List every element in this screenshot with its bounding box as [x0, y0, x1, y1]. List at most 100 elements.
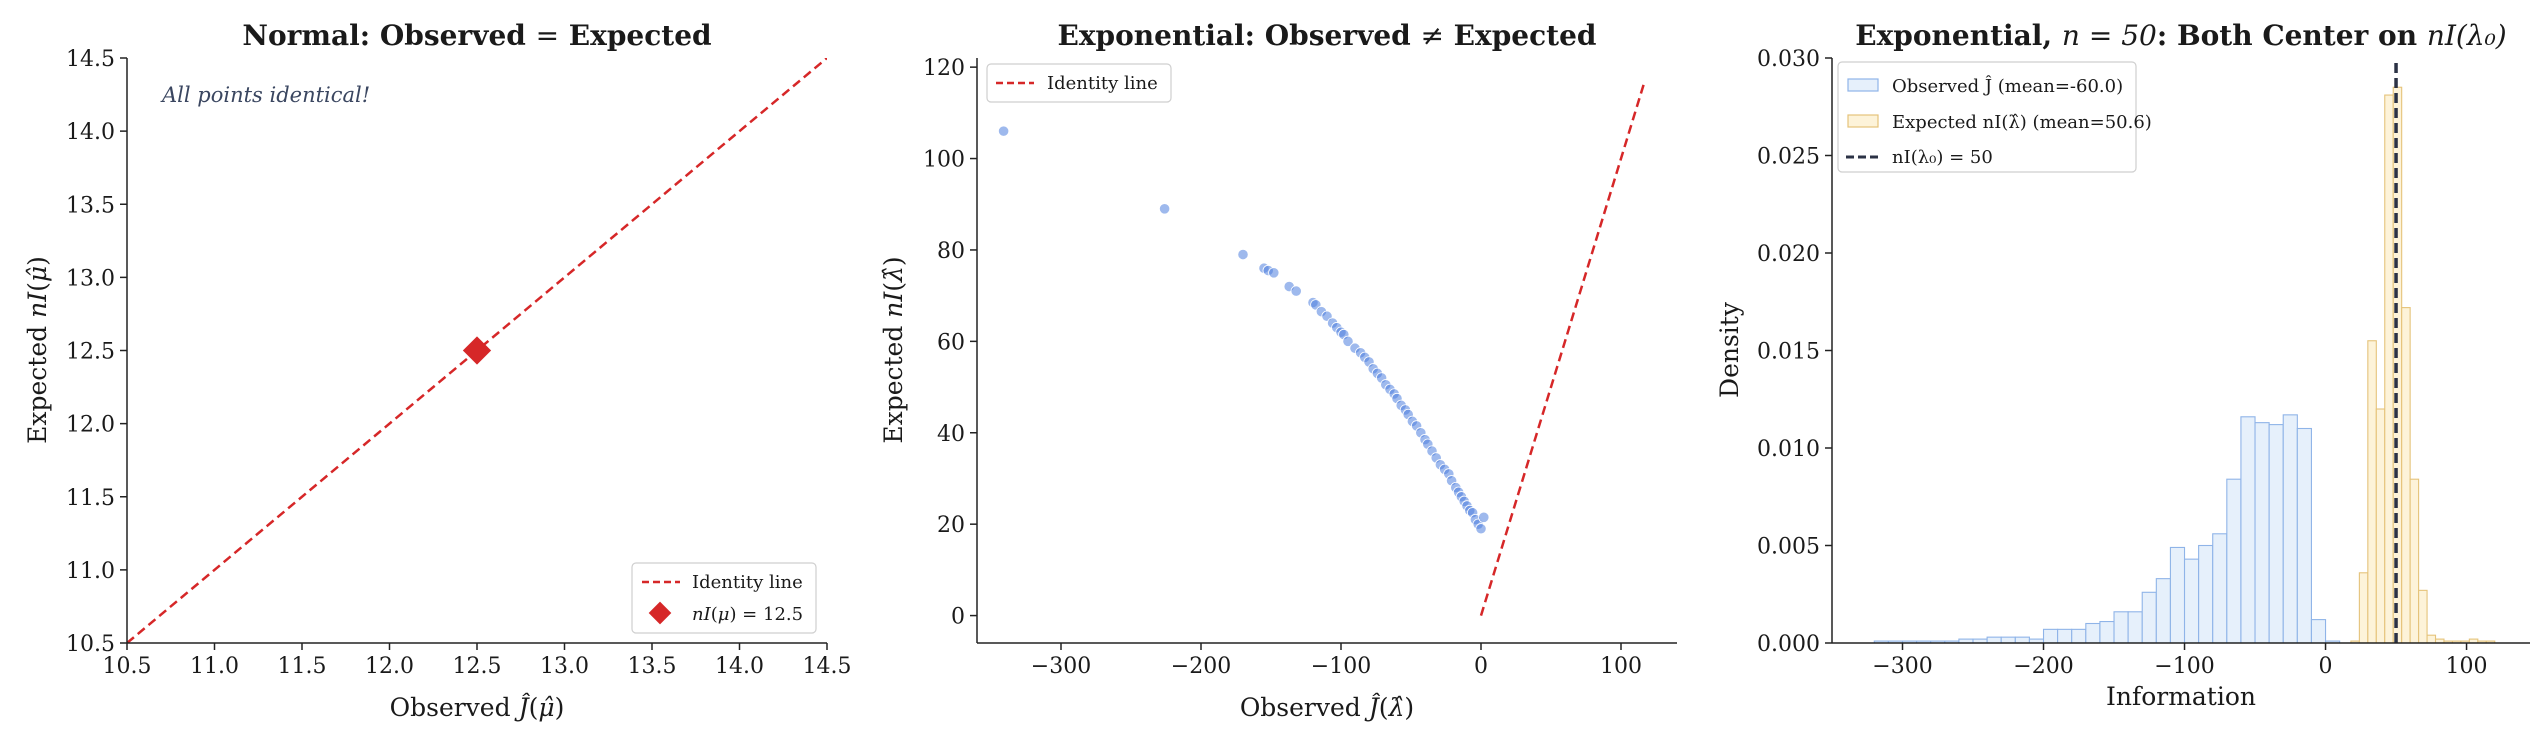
panel3-expected-bar [2358, 572, 2369, 643]
panel2-scatter-point [1237, 248, 1249, 261]
panel3-observed-bar [2155, 578, 2171, 643]
panel2-scatter-point [1159, 203, 1171, 215]
panel1-xtick-label: 10.5 [103, 654, 152, 679]
panel1-xlabel: Observed Ĵ(μ̂) [390, 693, 565, 722]
panel3-ytick-label: 0.030 [1757, 47, 1820, 72]
panel1-xtick-label: 14.0 [715, 654, 764, 679]
panel1-ytick-label: 11.5 [66, 486, 115, 511]
panel1-legend: Identity line nI(μ) = 12.5 [631, 562, 817, 634]
panel2-identity-line [1479, 80, 1646, 616]
panel-exponential-scatter: Exponential: Observed ≠ Expected −300 −20… [879, 19, 1677, 722]
panel1-ytick-label: 14.0 [66, 120, 115, 145]
panel3-xtick-label: 100 [2446, 654, 2488, 679]
panel3-title: Exponential, n = 50: Both Center on nI(λ… [1855, 19, 2506, 52]
panel3-expected-bar [2401, 307, 2411, 643]
panel3-ticks: −300 −200 −100 0 100 0.000 0.005 0.010 0.015 0.02… [1757, 47, 2488, 679]
panel3-xtick-label: −100 [2154, 654, 2214, 679]
panel3-legend-true: nI(λ₀) = 50 [1892, 147, 1993, 168]
panel1-marks [127, 58, 827, 643]
panel3-xlabel: Information [2106, 682, 2256, 711]
panel2-scatter-point [997, 125, 1010, 137]
panel3-observed-bar [2198, 544, 2214, 643]
panel3-observed-bar [2169, 546, 2186, 643]
panel3-observed-bar [2071, 628, 2087, 643]
panel2-xtick-label: −300 [1031, 654, 1091, 679]
panel3-marks [1873, 58, 2496, 643]
panel3-observed-bar [2296, 427, 2312, 643]
panel3-observed-bar [2127, 611, 2143, 643]
panel1-legend-identity: Identity line [692, 572, 803, 593]
panel3-observed-bar [2085, 622, 2101, 643]
panel2-scatter-point [1342, 335, 1354, 347]
panel3-expected-bar [2375, 408, 2386, 643]
panel3-observed-bar [2212, 533, 2228, 643]
panel3-observed-bar [2057, 628, 2073, 643]
panel3-xtick-label: −300 [1872, 654, 1932, 679]
panel3-legend-expected: Expected nI(λ̂) (mean=50.6) [1892, 112, 2152, 133]
panel3-observed-bar [2141, 591, 2157, 643]
panel3-ytick-label: 0.020 [1757, 242, 1820, 267]
panel-normal: Normal: Observed = Expected 10.5 11.0 11.5… [23, 19, 851, 722]
panel2-ylabel: Expected nI(λ̂) [879, 256, 908, 443]
panel1-point-marker [462, 336, 492, 365]
panel3-ytick-label: 0.000 [1757, 632, 1820, 657]
panel3-legend-observed: Observed Ĵ (mean=-60.0) [1892, 74, 2123, 97]
panel1-ylabel: Expected nI(μ̂) [23, 256, 52, 444]
panel1-ytick-label: 13.5 [66, 193, 115, 218]
panel1-ytick-label: 10.5 [66, 632, 115, 657]
panel1-xtick-label: 13.0 [540, 654, 589, 679]
panel2-scatter-point [1475, 523, 1487, 535]
panel1-ytick-label: 14.5 [66, 47, 115, 72]
panel3-expected-bar [2384, 94, 2394, 643]
panel1-xtick-label: 12.5 [453, 654, 502, 679]
panel3-observed-bar [2310, 619, 2327, 643]
panel3-observed-bar [2240, 416, 2256, 643]
panel3-observed-bar [2282, 414, 2298, 643]
panel2-xtick-label: 100 [1600, 654, 1642, 679]
panel2-ytick-label: 20 [937, 513, 965, 538]
panel-histogram: Exponential, n = 50: Both Center on nI(λ… [1715, 19, 2530, 711]
panel3-xtick-label: −200 [2013, 654, 2073, 679]
panel2-xtick-label: −100 [1311, 654, 1371, 679]
panel3-expected-bar [2418, 589, 2428, 643]
panel2-xlabel: Observed Ĵ(λ̂) [1240, 693, 1414, 722]
panel1-ytick-label: 12.5 [66, 340, 115, 365]
panel2-ytick-label: 60 [937, 330, 965, 355]
panel3-expected-bar [2426, 634, 2437, 643]
panel3-observed-bar [2268, 424, 2284, 643]
panel2-legend: Identity line [986, 63, 1172, 103]
panel1-xtick-label: 13.5 [628, 654, 677, 679]
panel3-clip-group [1873, 58, 2496, 643]
panel2-ticks: −300 −200 −100 0 100 0 20 40 60 80 100 120 [923, 56, 1642, 679]
panel1-annotation: All points identical! [160, 83, 370, 107]
panel1-ticks: 10.5 11.0 11.5 12.0 12.5 13.0 13.5 14.0 14.5 10.5… [66, 47, 851, 679]
panel1-title: Normal: Observed = Expected [242, 19, 711, 52]
panel3-observed-bar [2000, 636, 2016, 643]
panel2-ytick-label: 100 [923, 148, 965, 173]
panel1-ytick-label: 13.0 [66, 266, 115, 291]
panel2-ytick-label: 120 [923, 56, 965, 81]
panel1-xtick-label: 11.0 [190, 654, 239, 679]
panel3-expected-bar [2409, 478, 2420, 643]
panel3-expected-bar [2367, 340, 2377, 643]
panel3-ylabel: Density [1715, 301, 1744, 398]
panel2-scatter-point [1478, 511, 1490, 523]
panel1-xtick-label: 11.5 [278, 654, 327, 679]
panel3-observed-bar [2099, 620, 2115, 643]
panel2-title: Exponential: Observed ≠ Expected [1058, 19, 1597, 52]
panel3-ytick-label: 0.005 [1757, 535, 1820, 560]
panel2-clip-group [997, 80, 1646, 616]
panel3-observed-bar [2183, 558, 2200, 643]
panel3-observed-bar [2254, 422, 2270, 643]
panel3-observed-bar [2042, 628, 2059, 643]
panel2-scatter-point [1268, 267, 1280, 279]
panel3-observed-bar [1986, 636, 2002, 643]
panel2-scatter-point [1290, 285, 1302, 297]
panel1-ytick-label: 11.0 [66, 559, 115, 584]
panel2-marks [997, 80, 1646, 616]
panel3-xtick-label: 0 [2319, 654, 2333, 679]
panel3-legend: Observed Ĵ (mean=-60.0) Expected nI(λ̂) … [1837, 61, 2152, 173]
panel2-xtick-label: 0 [1474, 654, 1488, 679]
panel2-ytick-label: 40 [937, 422, 965, 447]
